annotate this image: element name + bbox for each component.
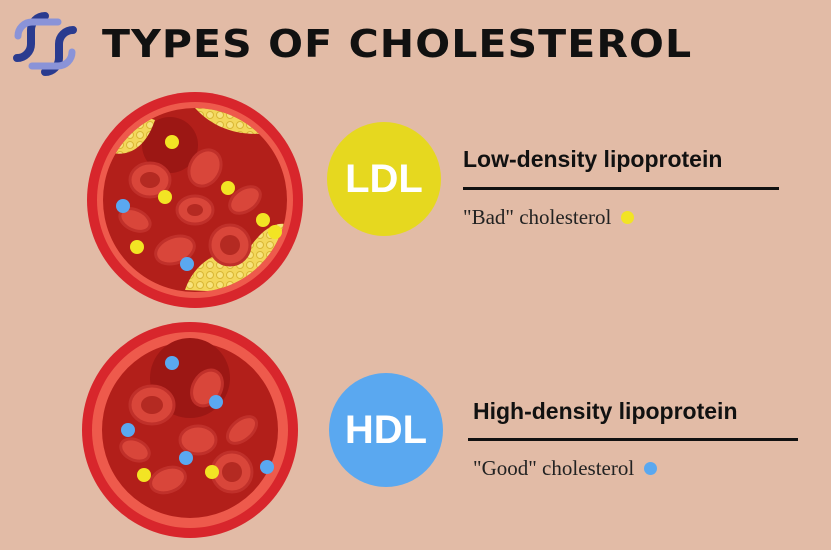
yellow-dot-icon <box>621 211 635 224</box>
hdl-heading: High-density lipoprotein <box>473 398 738 424</box>
ldl-description-row: "Bad" cholesterol <box>463 205 635 230</box>
hdl-blood-vessel-illustration <box>82 322 298 538</box>
medical-cross-logo-icon <box>13 12 77 76</box>
ldl-blood-vessel-illustration <box>87 92 303 308</box>
ldl-badge: LDL <box>327 122 441 236</box>
ldl-divider <box>463 187 779 190</box>
page-title: TYPES OF CHOLESTEROL <box>102 22 693 66</box>
hdl-badge: HDL <box>329 373 443 487</box>
hdl-badge-label: HDL <box>344 407 428 452</box>
ldl-heading: Low-density lipoprotein <box>463 146 723 172</box>
hdl-description: "Good" cholesterol <box>473 456 635 480</box>
hdl-description-row: "Good" cholesterol <box>473 456 658 481</box>
ldl-badge-label: LDL <box>345 156 423 201</box>
blue-dot-icon <box>644 462 658 475</box>
ldl-description: "Bad" cholesterol <box>463 205 612 229</box>
hdl-divider <box>468 438 798 441</box>
